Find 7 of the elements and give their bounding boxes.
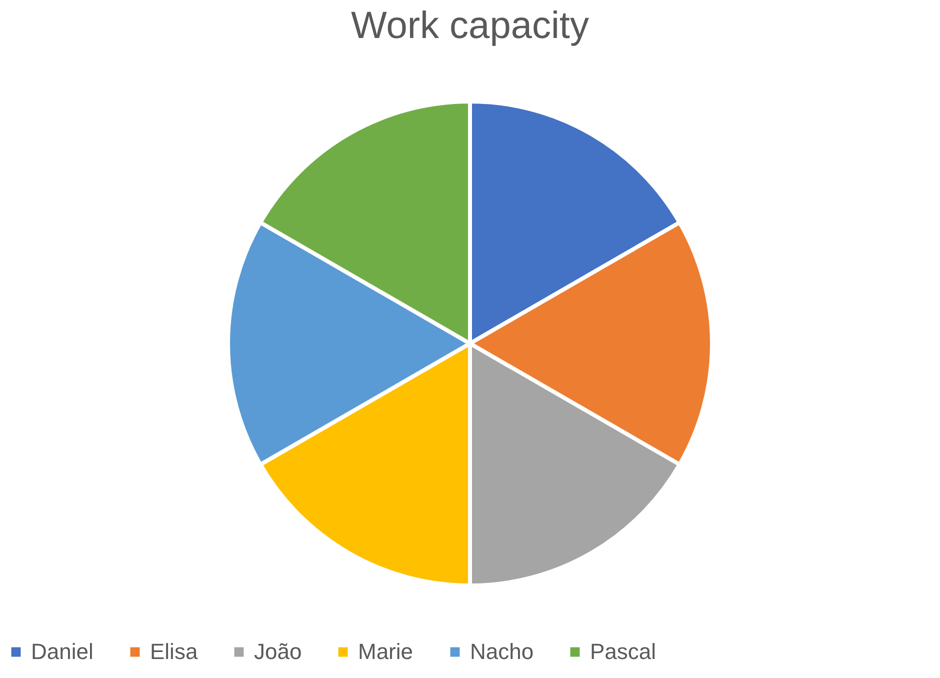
legend-label: Elisa [150,639,198,664]
legend-label: Marie [358,639,414,664]
legend-label: Nacho [470,639,534,664]
legend-label: Daniel [31,639,94,664]
legend-label: Pascal [590,639,656,664]
legend-label: João [254,639,302,664]
chart-title: Work capacity [351,5,589,47]
